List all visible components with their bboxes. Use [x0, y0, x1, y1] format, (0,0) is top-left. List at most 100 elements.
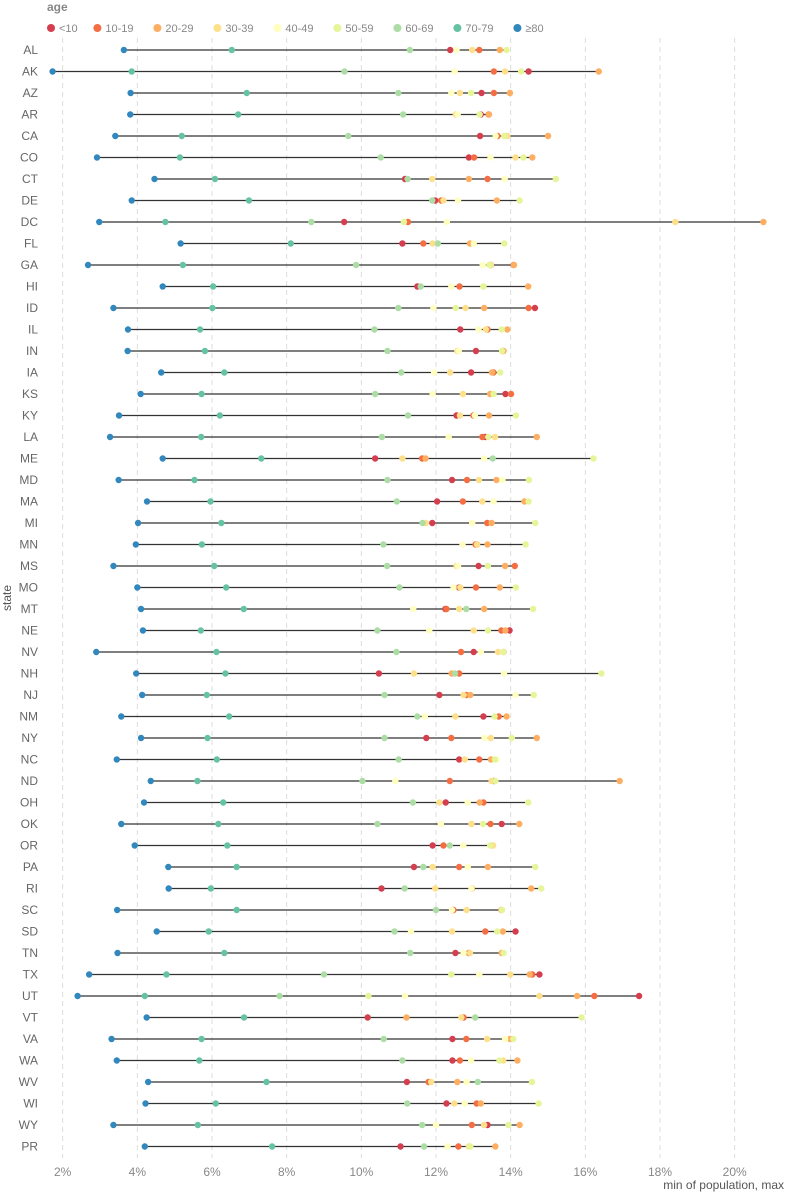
state-row: IN — [26, 344, 507, 358]
data-point — [502, 390, 509, 398]
data-point — [455, 1143, 462, 1150]
data-point — [132, 541, 140, 548]
state-label: OR — [20, 839, 38, 853]
data-point — [451, 670, 459, 677]
data-point — [461, 756, 468, 763]
data-point — [399, 455, 406, 462]
data-point — [463, 605, 470, 613]
data-point — [598, 670, 605, 677]
data-point — [108, 1035, 115, 1043]
data-point — [287, 240, 294, 247]
data-point — [480, 304, 488, 312]
data-point — [458, 1014, 465, 1021]
data-point — [222, 670, 229, 677]
data-point — [529, 605, 537, 613]
data-point — [352, 261, 360, 269]
data-point — [525, 304, 532, 312]
data-point — [420, 240, 427, 247]
data-point — [448, 476, 456, 484]
data-point — [491, 433, 499, 441]
state-label: GA — [21, 258, 38, 272]
data-point — [467, 89, 475, 97]
data-point — [406, 46, 414, 54]
data-point — [482, 928, 489, 935]
data-point — [484, 627, 492, 634]
data-point — [464, 799, 471, 806]
legend-label: 60-69 — [405, 23, 433, 35]
data-point — [498, 347, 506, 355]
state-row: AL — [23, 43, 510, 57]
data-point — [216, 412, 224, 419]
state-label: KY — [22, 409, 38, 423]
data-point — [504, 326, 511, 333]
data-point — [364, 1014, 371, 1021]
state-row: ND — [21, 774, 623, 788]
data-point — [395, 756, 402, 763]
data-point — [448, 928, 456, 935]
data-point — [365, 992, 372, 1000]
data-point — [240, 1014, 248, 1021]
data-point — [93, 648, 100, 656]
data-point — [207, 885, 215, 892]
data-point — [498, 820, 505, 828]
state-row: HI — [26, 280, 532, 294]
data-point — [493, 476, 500, 484]
data-point — [464, 863, 471, 871]
data-point — [510, 1035, 517, 1043]
data-point — [205, 928, 212, 935]
data-point — [196, 1057, 203, 1064]
legend-swatch — [273, 24, 282, 32]
data-point — [74, 992, 81, 1000]
legend-item: <10 — [47, 23, 78, 35]
data-point — [486, 261, 493, 269]
data-point — [110, 1121, 117, 1129]
data-point — [491, 756, 499, 763]
data-point — [49, 68, 56, 75]
data-point — [467, 691, 474, 699]
legend-swatch — [47, 24, 55, 32]
data-point — [179, 261, 187, 269]
state-row: NJ — [23, 688, 538, 702]
data-point — [485, 111, 493, 118]
data-point — [432, 906, 440, 914]
data-point — [499, 928, 507, 935]
data-point — [112, 132, 119, 140]
data-point — [496, 584, 504, 591]
data-point — [378, 885, 385, 892]
state-row: VA — [23, 1032, 517, 1046]
data-point — [158, 369, 165, 376]
data-point — [142, 1100, 149, 1107]
data-point — [140, 799, 148, 806]
data-point — [359, 777, 366, 785]
state-label: FL — [24, 237, 38, 251]
data-point — [115, 412, 123, 419]
data-point — [507, 390, 515, 398]
legend-swatch — [213, 24, 222, 32]
data-point — [472, 1014, 479, 1021]
data-point — [505, 1121, 512, 1129]
data-point — [144, 1078, 152, 1086]
data-point — [462, 304, 469, 312]
data-point — [440, 197, 447, 204]
data-point — [399, 111, 407, 118]
data-point — [533, 433, 540, 441]
data-point — [448, 971, 455, 978]
state-row: IA — [27, 366, 504, 380]
data-point — [147, 777, 154, 785]
data-point — [480, 455, 488, 462]
state-label: WA — [19, 1054, 38, 1068]
state-row: LA — [23, 430, 540, 444]
data-point — [194, 1121, 202, 1129]
data-point — [508, 734, 515, 742]
x-tick-label: 8% — [278, 1165, 296, 1179]
data-point — [488, 519, 495, 527]
data-point — [374, 820, 381, 828]
data-point — [455, 605, 463, 613]
state-row: NV — [21, 645, 507, 659]
data-point — [479, 261, 486, 269]
state-row: SD — [21, 925, 519, 939]
data-point — [118, 820, 125, 828]
data-point — [440, 842, 447, 849]
data-point — [468, 885, 475, 892]
